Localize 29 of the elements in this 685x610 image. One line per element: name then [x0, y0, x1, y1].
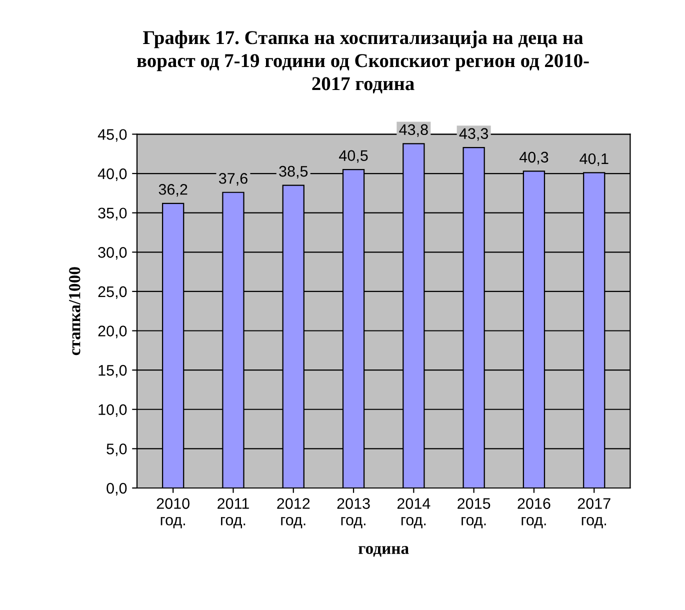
data-label: 36,2 [158, 184, 188, 197]
x-tick-label: 2015 год. [458, 498, 490, 528]
x-tick-label: 2010 год. [156, 498, 190, 528]
x-axis-title: година [358, 546, 409, 557]
x-tick-label: 2017 год. [578, 498, 610, 528]
data-label: 43,3 [459, 128, 488, 141]
data-label: 43,8 [399, 124, 428, 137]
y-tick-label: 45,0 [98, 129, 127, 142]
x-tick-label: 2014 год. [397, 498, 430, 528]
y-tick-label: 30,0 [98, 247, 127, 260]
data-label: 40,5 [339, 150, 368, 163]
x-tick-label: 2012 год. [277, 498, 310, 528]
y-tick-label: 25,0 [98, 286, 127, 299]
data-label: 40,3 [519, 152, 548, 164]
y-tick-label: 40,0 [98, 168, 127, 181]
y-tick-label: 5,0 [106, 444, 127, 456]
y-axis-title: стапка/1000 [69, 267, 80, 356]
y-tick-label: 15,0 [98, 364, 127, 378]
x-tick-label: 2011 год. [218, 498, 249, 528]
data-label: 38,5 [279, 166, 308, 179]
data-label: 37,6 [218, 172, 248, 186]
y-tick-label: 35,0 [98, 208, 127, 220]
y-tick-label: 20,0 [98, 326, 127, 338]
x-tick-label: 2016 год. [518, 498, 550, 528]
data-label: 40,1 [580, 153, 608, 166]
y-tick-label: 10,0 [98, 404, 127, 417]
chart-title: График 17. Стапка на хоспитализација на деца на вораст од 7-19 години од Скопскиот регион од 2010- 2017 година [137, 30, 589, 94]
y-tick-label: 0,0 [106, 482, 127, 496]
x-tick-label: 2013 год. [337, 498, 370, 528]
